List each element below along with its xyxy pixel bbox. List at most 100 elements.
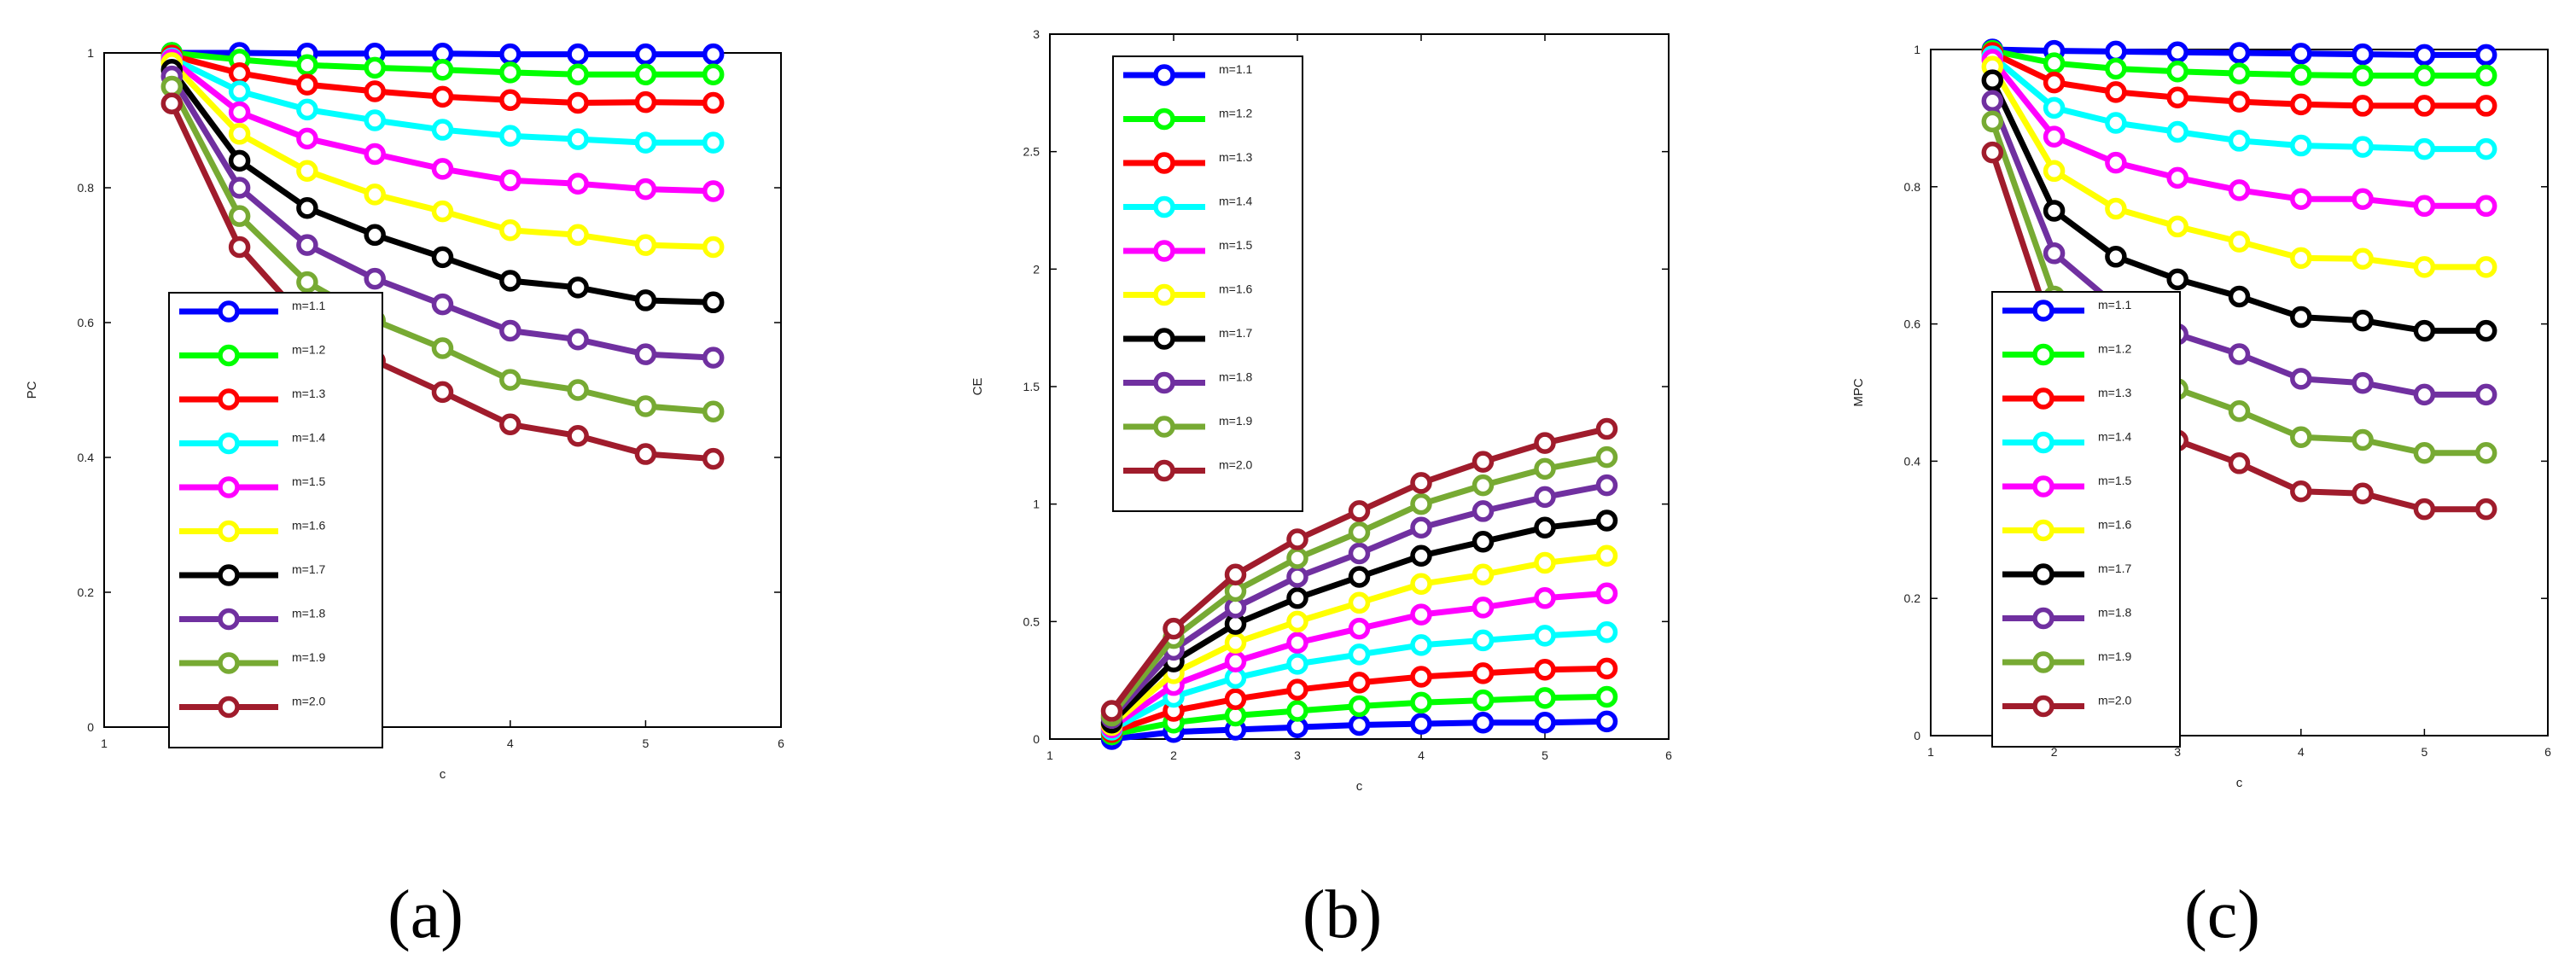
data-point	[2290, 306, 2312, 329]
x-tick-label: 5	[1542, 748, 1548, 762]
y-axis-label: CE	[970, 378, 985, 396]
data-point	[228, 149, 251, 172]
series-m=1.9	[160, 75, 725, 423]
data-point	[567, 63, 589, 86]
legend-swatch-marker	[2032, 300, 2054, 322]
data-point	[2166, 60, 2188, 83]
data-point	[431, 337, 454, 359]
legend-entry-label: m=1.6	[2098, 518, 2132, 532]
data-point	[1286, 610, 1308, 633]
legend-entry-label: m=1.4	[292, 431, 326, 445]
y-axis-label: MPC	[1851, 378, 1866, 407]
data-point	[2228, 62, 2251, 84]
data-point	[1286, 678, 1308, 701]
panel-label: (b)	[1303, 877, 1382, 952]
y-tick-label: 2	[1033, 262, 1040, 276]
data-point	[1410, 666, 1432, 688]
data-point	[2105, 40, 2127, 63]
legend: m=1.1 m=1.2 m=1.3 m=1.4 m=1.5 m=1.6 m=1.7 m=1.8…	[1991, 291, 2181, 748]
data-point	[702, 63, 725, 86]
x-tick-label: 5	[643, 736, 650, 750]
legend-entry-label: m=1.5	[1219, 238, 1253, 252]
legend-entry-label: m=1.4	[1219, 195, 1253, 208]
data-point	[1348, 521, 1371, 544]
x-axis-label: c	[440, 767, 446, 782]
legend-swatch-marker	[1153, 195, 1175, 218]
legend-swatch-marker	[1153, 283, 1175, 306]
data-point	[228, 205, 251, 227]
data-point	[2166, 268, 2188, 291]
data-point	[2043, 160, 2066, 183]
data-point	[2105, 197, 2127, 220]
legend-entry-label: m=1.4	[2098, 430, 2132, 444]
x-axis-label: c	[2236, 776, 2243, 790]
data-point	[2413, 44, 2436, 67]
legend-entry-label: m=1.8	[292, 607, 326, 620]
data-point	[1595, 417, 1618, 440]
legend-entry-label: m=2.0	[2098, 694, 2132, 707]
legend-swatch-marker	[218, 608, 240, 631]
chart-3: 1 2 3 4 5 600.20.40.60.81cMPCm=1.1m=1.2m=1.3m…	[1851, 38, 2551, 952]
data-point	[2352, 428, 2374, 451]
data-point	[634, 234, 657, 256]
legend-swatch-marker	[2032, 651, 2054, 673]
data-point	[1472, 689, 1495, 712]
data-point	[2352, 136, 2374, 158]
data-point	[634, 443, 657, 465]
data-point	[1472, 474, 1495, 497]
data-point	[1348, 643, 1371, 666]
x-tick-label: 1	[1927, 745, 1934, 759]
data-point	[1348, 566, 1371, 588]
x-tick-label: 3	[2174, 745, 2181, 759]
data-point	[499, 219, 522, 242]
legend-entry-label: m=1.6	[1219, 282, 1253, 296]
data-point	[2474, 498, 2497, 521]
data-point	[364, 224, 386, 247]
legend-entry-label: m=1.3	[1219, 150, 1253, 164]
x-tick-label: 4	[1418, 748, 1425, 762]
legend-swatch-marker	[1153, 240, 1175, 262]
data-point	[2413, 498, 2436, 521]
data-point	[1286, 653, 1308, 675]
legend-entry-label: m=1.9	[1219, 414, 1253, 428]
y-tick-label: 1	[87, 46, 94, 60]
legend-entry-label: m=1.3	[292, 387, 326, 400]
data-point	[2474, 442, 2497, 464]
data-point	[1595, 544, 1618, 567]
legend-entry-label: m=1.1	[292, 299, 326, 312]
data-point	[1534, 457, 1556, 480]
legend-entry-label: m=1.2	[292, 343, 326, 357]
data-point	[2413, 95, 2436, 117]
data-point	[1410, 573, 1432, 596]
data-point	[1534, 625, 1556, 647]
data-point	[1472, 662, 1495, 684]
data-point	[228, 123, 251, 145]
legend-swatch-marker	[218, 476, 240, 498]
series-m=1.4	[160, 47, 725, 154]
data-point	[634, 289, 657, 311]
data-point	[1595, 685, 1618, 708]
data-point	[1348, 591, 1371, 614]
x-tick-label: 6	[778, 736, 784, 750]
data-point	[296, 73, 318, 96]
data-point	[431, 85, 454, 108]
data-point	[296, 54, 318, 76]
data-point	[499, 270, 522, 292]
data-point	[1595, 657, 1618, 680]
data-point	[364, 267, 386, 290]
data-point	[2290, 43, 2312, 65]
y-tick-label: 3	[1033, 27, 1040, 41]
data-point	[1410, 691, 1432, 714]
data-point	[2043, 242, 2066, 265]
legend-swatch-marker	[218, 344, 240, 367]
data-point	[634, 395, 657, 417]
data-point	[160, 92, 184, 114]
data-point	[2352, 95, 2374, 117]
data-point	[2105, 151, 2127, 174]
legend-box	[1991, 291, 2181, 748]
data-point	[364, 183, 386, 206]
data-point	[499, 319, 522, 342]
legend-entry-label: m=1.1	[1219, 62, 1253, 76]
x-tick-label: 5	[2422, 745, 2428, 759]
